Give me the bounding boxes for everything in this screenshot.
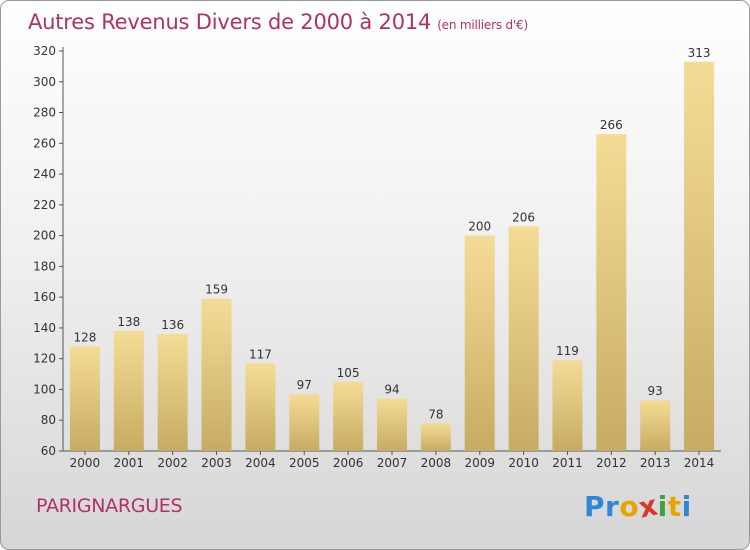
y-tick-label: 240 <box>33 167 56 181</box>
x-tick-label: 2008 <box>421 456 452 470</box>
bar-2013 <box>640 400 671 451</box>
data-label-2002: 136 <box>161 318 184 332</box>
x-tick-label: 2009 <box>464 456 495 470</box>
y-tick-label: 160 <box>33 290 56 304</box>
logo-letter: P <box>584 490 606 523</box>
chart-unit: (en milliers d'€) <box>437 18 528 32</box>
bar-2011 <box>552 360 583 451</box>
x-tick-label: 2006 <box>333 456 364 470</box>
bar-2002 <box>157 334 188 451</box>
x-tick-label: 2007 <box>377 456 408 470</box>
bar-2012 <box>596 134 627 452</box>
bar-2006 <box>333 381 364 451</box>
logo-letter: t <box>667 490 682 523</box>
y-tick-label: 200 <box>33 229 56 243</box>
data-label-2010: 206 <box>512 210 535 224</box>
x-tick-label: 2014 <box>684 456 715 470</box>
place-name: PARIGNARGUES <box>36 495 183 517</box>
y-tick-label: 220 <box>33 198 56 212</box>
y-tick-label: 120 <box>33 352 56 366</box>
logo-letter: r <box>605 490 620 523</box>
chart-bars <box>69 61 715 452</box>
x-tick-label: 2010 <box>508 456 539 470</box>
logo-letter: o <box>619 490 640 523</box>
y-tick-label: 80 <box>41 413 56 427</box>
y-tick-label: 260 <box>33 136 56 150</box>
data-label-2013: 93 <box>648 384 663 398</box>
y-tick-label: 300 <box>33 75 56 89</box>
bar-2004 <box>245 363 276 451</box>
y-tick-label: 280 <box>33 106 56 120</box>
bar-2001 <box>113 331 144 451</box>
data-label-2007: 94 <box>384 383 399 397</box>
chart-labels: 2000 128 2001 138 2002 136 2003 159 2004 117 2005 9… <box>70 46 715 470</box>
bar-2010 <box>508 226 539 451</box>
logo-letter: i <box>657 490 668 523</box>
data-label-2012: 266 <box>600 118 623 132</box>
chart-title-text: Autres Revenus Divers de 2000 à 2014 <box>28 10 432 34</box>
x-tick-label: 2011 <box>552 456 583 470</box>
bar-2008 <box>420 423 451 451</box>
x-tick-label: 2003 <box>201 456 232 470</box>
proxiti-logo: Proxiti <box>584 488 692 524</box>
data-label-2011: 119 <box>556 344 579 358</box>
bar-2014 <box>684 61 715 452</box>
x-tick-label: 2013 <box>640 456 671 470</box>
x-tick-label: 2001 <box>114 456 145 470</box>
x-tick-label: 2005 <box>289 456 320 470</box>
data-label-2001: 138 <box>117 315 140 329</box>
bar-2000 <box>69 346 100 451</box>
data-label-2006: 105 <box>337 366 360 380</box>
data-label-2014: 313 <box>688 46 711 60</box>
data-label-2005: 97 <box>297 378 312 392</box>
x-tick-label: 2012 <box>596 456 627 470</box>
data-label-2009: 200 <box>468 220 491 234</box>
data-label-2008: 78 <box>428 407 443 421</box>
data-label-2004: 117 <box>249 347 272 361</box>
y-tick-label: 320 <box>33 44 56 58</box>
bar-2003 <box>201 298 232 451</box>
y-tick-label: 60 <box>41 444 56 458</box>
chart-title: Autres Revenus Divers de 2000 à 2014 (en … <box>28 10 528 34</box>
x-tick-label: 2000 <box>70 456 101 470</box>
chart-axes: 60 80 100 120 140 160 180 200 220 240 260 280 300 320 <box>33 44 721 458</box>
bar-2007 <box>377 398 407 451</box>
x-tick-label: 2002 <box>157 456 188 470</box>
y-tick-label: 180 <box>33 259 56 273</box>
bar-2009 <box>464 235 495 451</box>
logo-letter: i <box>681 490 692 523</box>
bar-2005 <box>289 394 320 451</box>
data-label-2000: 128 <box>73 330 96 344</box>
y-tick-label: 140 <box>33 321 56 335</box>
y-tick-label: 100 <box>33 382 56 396</box>
x-tick-label: 2004 <box>245 456 276 470</box>
data-label-2003: 159 <box>205 283 228 297</box>
